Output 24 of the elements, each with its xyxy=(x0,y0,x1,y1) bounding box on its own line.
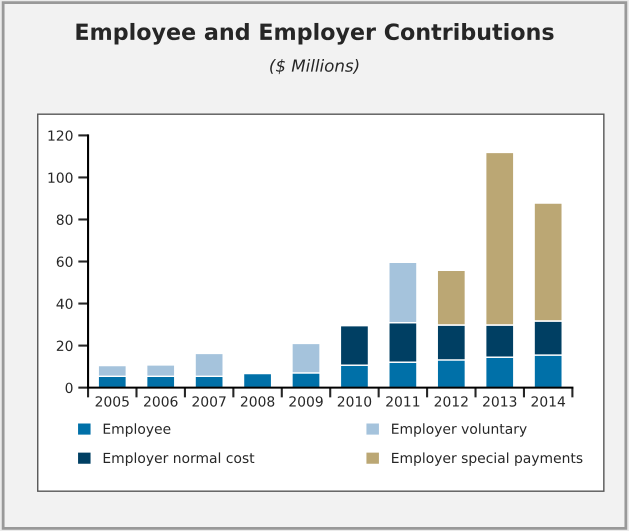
legend-label: Employer special payments xyxy=(392,452,582,466)
x-tick-label: 2007 xyxy=(192,396,226,407)
chart-title: Employee and Employer Contributions xyxy=(76,22,554,45)
x-tick-label: 2011 xyxy=(386,396,420,407)
y-tick-label: 40 xyxy=(56,298,73,310)
x-tick-label: 2014 xyxy=(532,396,566,407)
x-tick-label: 2010 xyxy=(338,396,372,407)
legend-label: Employer voluntary xyxy=(392,423,527,437)
bar xyxy=(242,372,272,388)
legend-label: Employer normal cost xyxy=(104,452,254,466)
x-tick-label: 2006 xyxy=(144,396,178,407)
x-tick-label: 2008 xyxy=(240,396,274,407)
y-tick-label: 60 xyxy=(56,256,73,267)
y-tick-label: 120 xyxy=(48,130,73,141)
x-tick-label: 2013 xyxy=(483,396,516,407)
legend-label: Employee xyxy=(104,423,170,437)
chart-subtitle: ($ Millions) xyxy=(270,59,358,74)
x-tick-label: 2005 xyxy=(96,396,129,407)
y-tick-label: 100 xyxy=(48,172,73,183)
y-tick-label: 20 xyxy=(56,340,73,352)
y-tick-label: 80 xyxy=(56,214,73,225)
x-tick-label: 2012 xyxy=(434,396,468,407)
x-tick-label: 2009 xyxy=(289,396,323,407)
y-tick-label: 0 xyxy=(66,382,73,394)
